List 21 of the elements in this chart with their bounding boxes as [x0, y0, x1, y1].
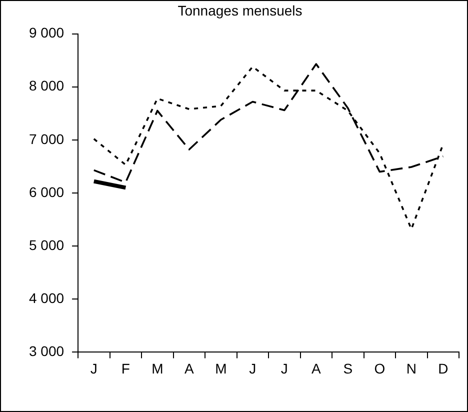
y-tick-label: 9 000 — [28, 24, 64, 41]
y-tick-label: 7 000 — [28, 130, 64, 147]
chart-title: Tonnages mensuels — [178, 2, 302, 18]
y-tick-label: 4 000 — [28, 290, 64, 306]
x-tick-label: M — [152, 360, 164, 376]
y-tick-label: 8 000 — [28, 78, 64, 94]
x-tick-label: F — [121, 360, 130, 376]
line-series — [93, 66, 444, 230]
x-tick-label: J — [249, 360, 256, 376]
x-tick-label: D — [438, 360, 448, 376]
x-tick-label: J — [280, 360, 288, 376]
x-tick-label: M — [215, 360, 227, 376]
x-tick-label: J — [90, 360, 98, 376]
x-tick-label: A — [184, 360, 194, 376]
y-tick-label: 3 000 — [28, 343, 64, 360]
x-tick-label: N — [406, 360, 416, 376]
y-tick-label: 6 000 — [28, 184, 64, 200]
x-tick-label: O — [374, 360, 386, 376]
x-tick-label: S — [343, 360, 353, 376]
x-tick-label: A — [311, 360, 322, 376]
y-tick-label: 5 000 — [28, 236, 64, 253]
